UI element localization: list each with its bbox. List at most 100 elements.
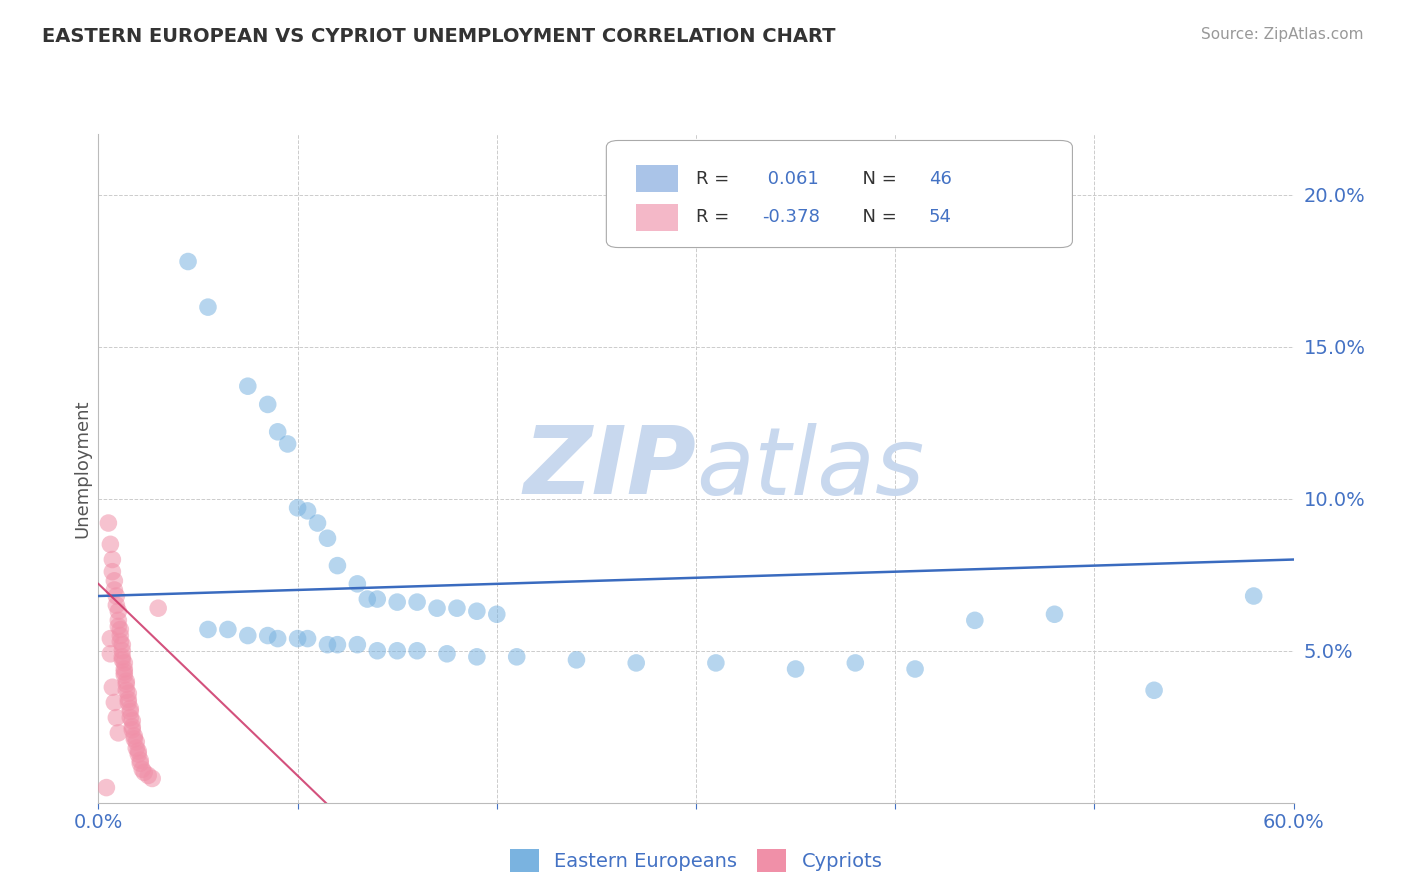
Point — [101, 680, 124, 694]
Point — [366, 592, 388, 607]
Point — [115, 674, 138, 689]
Point — [346, 638, 368, 652]
Point — [406, 595, 429, 609]
Point — [120, 705, 142, 719]
Point — [287, 632, 309, 646]
Point — [287, 500, 309, 515]
Point — [134, 765, 156, 780]
Point — [316, 638, 339, 652]
Text: ZIP: ZIP — [523, 422, 696, 515]
Point — [111, 649, 134, 664]
Point — [256, 397, 278, 411]
Point — [103, 582, 125, 597]
FancyBboxPatch shape — [606, 141, 1073, 248]
Point — [297, 504, 319, 518]
Point — [326, 638, 349, 652]
Point — [366, 644, 388, 658]
Point — [485, 607, 508, 622]
Point — [129, 753, 152, 767]
Point — [465, 649, 488, 664]
Point — [141, 772, 163, 786]
Text: 0.061: 0.061 — [762, 169, 818, 187]
Point — [111, 638, 134, 652]
Point — [105, 589, 128, 603]
Point — [624, 656, 647, 670]
Point — [112, 665, 135, 679]
Point — [197, 623, 219, 637]
Point — [307, 516, 329, 530]
Point — [1243, 589, 1265, 603]
Point — [112, 662, 135, 676]
Point — [103, 574, 125, 588]
Point — [103, 696, 125, 710]
Point — [98, 647, 122, 661]
Point — [385, 644, 409, 658]
Legend: Eastern Europeans, Cypriots: Eastern Europeans, Cypriots — [502, 841, 890, 880]
Point — [1143, 683, 1166, 698]
Point — [110, 623, 132, 637]
Point — [101, 552, 124, 566]
Point — [267, 425, 290, 439]
Y-axis label: Unemployment: Unemployment — [73, 399, 91, 538]
Point — [844, 656, 866, 670]
Point — [107, 619, 129, 633]
Point — [115, 683, 138, 698]
Point — [963, 613, 986, 627]
Point — [112, 656, 135, 670]
Point — [136, 768, 159, 782]
Point — [125, 735, 148, 749]
Text: atlas: atlas — [696, 423, 924, 514]
Point — [117, 696, 139, 710]
Point — [297, 632, 319, 646]
Point — [107, 726, 129, 740]
Point — [506, 649, 529, 664]
Point — [326, 558, 349, 573]
Point — [97, 516, 120, 530]
Point — [120, 701, 142, 715]
Point — [127, 744, 149, 758]
Point — [346, 577, 368, 591]
Point — [115, 677, 138, 691]
Point — [98, 537, 122, 551]
Point — [129, 756, 152, 771]
Point — [565, 653, 588, 667]
Bar — [636, 204, 678, 231]
Point — [406, 644, 429, 658]
Text: R =: R = — [696, 209, 735, 227]
Bar — [636, 165, 678, 192]
Point — [120, 711, 142, 725]
Text: 46: 46 — [929, 169, 952, 187]
Point — [148, 601, 170, 615]
Point — [121, 714, 143, 728]
Point — [96, 780, 118, 795]
Point — [131, 762, 153, 776]
Point — [101, 565, 124, 579]
Point — [105, 598, 128, 612]
Point — [217, 623, 239, 637]
Point — [111, 644, 134, 658]
Point — [465, 604, 488, 618]
Point — [256, 628, 278, 642]
Text: Source: ZipAtlas.com: Source: ZipAtlas.com — [1201, 27, 1364, 42]
Point — [121, 720, 143, 734]
Point — [110, 628, 132, 642]
Point — [117, 686, 139, 700]
Point — [426, 601, 449, 615]
Point — [316, 531, 339, 545]
Point — [277, 437, 299, 451]
Point — [785, 662, 807, 676]
Point — [121, 723, 143, 737]
Point — [124, 731, 146, 746]
Point — [117, 692, 139, 706]
Point — [1043, 607, 1066, 622]
Point — [111, 653, 134, 667]
Point — [704, 656, 727, 670]
Point — [98, 632, 122, 646]
Point — [105, 711, 128, 725]
Text: R =: R = — [696, 169, 735, 187]
Point — [356, 592, 378, 607]
Point — [112, 668, 135, 682]
Text: N =: N = — [851, 169, 903, 187]
Point — [127, 747, 149, 761]
Point — [236, 379, 259, 393]
